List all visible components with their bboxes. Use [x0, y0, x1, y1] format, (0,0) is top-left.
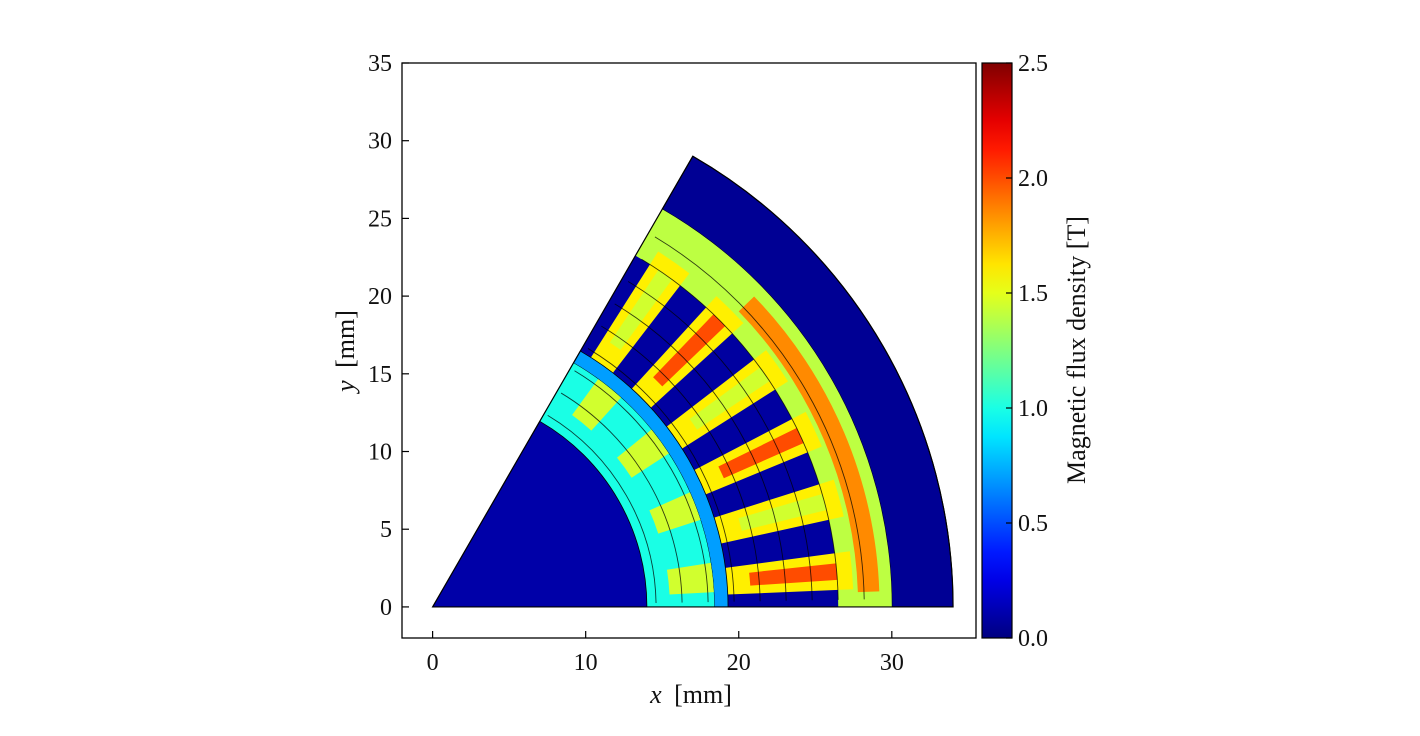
y-tick-label: 25 — [368, 206, 392, 232]
y-tick-label: 5 — [380, 517, 392, 543]
rotor-pole-peak — [572, 379, 622, 431]
field-line — [547, 414, 657, 604]
x-tick-label: 0 — [427, 650, 439, 676]
rotor-pole-peak — [666, 562, 714, 595]
colorbar-tick-label: 0.5 — [1018, 511, 1048, 537]
colorbar-tick-label: 0.0 — [1018, 626, 1048, 652]
stator-tooth-core — [718, 428, 804, 479]
field-line — [614, 303, 787, 601]
y-axis-var: y — [331, 380, 360, 395]
y-tick-label: 15 — [368, 362, 392, 388]
y-tick-label: 0 — [380, 595, 392, 621]
stator-tooth-core — [653, 314, 726, 387]
rotor-pole-peak — [616, 429, 669, 478]
rotor-core — [431, 420, 648, 608]
x-tick-label: 20 — [727, 650, 751, 676]
x-axis-ticks: 0 10 20 30 — [427, 631, 904, 676]
field-line — [641, 258, 839, 600]
colorbar-tick-label: 1.5 — [1018, 281, 1048, 307]
y-tick-label: 10 — [368, 440, 392, 466]
field-line — [587, 348, 735, 602]
y-tick-label: 20 — [368, 284, 392, 310]
stator-tooth-core — [689, 367, 770, 430]
y-tick-label: 30 — [368, 129, 392, 155]
stator-tooth-core — [609, 269, 673, 350]
y-tick-label: 35 — [368, 51, 392, 77]
y-axis-unit: [mm] — [331, 310, 360, 368]
field-line — [654, 236, 865, 600]
colorbar-label: Magnetic flux density [T] — [1062, 216, 1091, 484]
colorbar-tick-label: 2.5 — [1018, 51, 1048, 77]
colorbar-tick-label: 1.0 — [1018, 396, 1048, 422]
x-tick-label: 10 — [574, 650, 598, 676]
colorbar-ticks: 0.0 0.5 1.0 1.5 2.0 2.5 — [1006, 51, 1048, 652]
y-axis-ticks: 0 5 10 15 20 25 30 35 — [368, 51, 409, 621]
rotor-pole-region — [539, 363, 715, 607]
field-line — [574, 370, 709, 603]
field-line — [627, 281, 813, 601]
field-line — [601, 325, 761, 602]
x-tick-label: 30 — [880, 650, 904, 676]
colorbar-tick-label: 2.0 — [1018, 166, 1048, 192]
x-axis-var: x — [649, 680, 662, 709]
field-line — [560, 392, 683, 603]
x-axis-unit: [mm] — [674, 680, 732, 709]
y-axis-label: y [mm] — [331, 310, 360, 395]
stator-yoke-peak — [738, 296, 880, 593]
colorbar — [981, 62, 1013, 639]
sector-outline — [431, 155, 954, 608]
x-axis-label: x [mm] — [649, 680, 732, 709]
stator-tooth-core — [738, 493, 827, 531]
stator-tooth-core — [749, 563, 838, 586]
flux-density-heatmap — [431, 155, 954, 608]
